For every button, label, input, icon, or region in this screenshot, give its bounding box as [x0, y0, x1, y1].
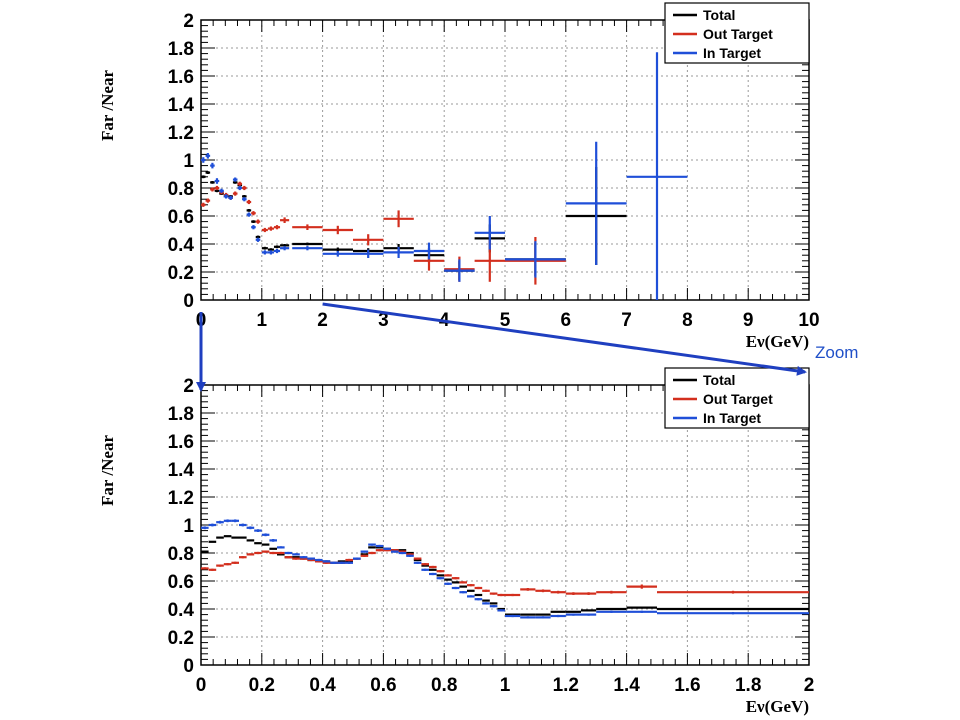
y-tick-label: 0.6	[168, 572, 194, 593]
zoom-label: Zoom	[815, 343, 858, 362]
x-tick-label: 8	[682, 310, 693, 331]
x-tick-label: 9	[743, 310, 754, 331]
legend-entry: Out Target	[703, 391, 773, 407]
x-tick-label: 0.4	[309, 675, 336, 696]
y-tick-label: 0.4	[168, 235, 195, 256]
x-tick-label: 1	[500, 675, 511, 696]
y-tick-label: 2	[183, 11, 194, 32]
y-tick-label: 0.6	[168, 207, 194, 228]
chart-zoomed: 0 0.2 0.4 0.6 0.8 1 1.2 1.4 1.6 1.8 2 0 0.2 0.4 0.6 0.8…	[98, 367, 815, 716]
plot-frame	[200, 384, 810, 666]
legend-entry: Out Target	[703, 26, 773, 42]
y-axis-title: Far /Near	[98, 70, 117, 141]
legend-entry: Total	[703, 372, 735, 388]
y-tick-label: 1.6	[168, 67, 194, 88]
y-tick-label: 1.8	[168, 39, 194, 60]
y-tick-label: 0	[183, 291, 194, 312]
y-tick-label: 0.2	[168, 263, 194, 284]
x-tick-label: 1.2	[553, 675, 579, 696]
x-tick-label: 0.6	[370, 675, 396, 696]
x-axis-title: Eν(GeV)	[746, 697, 809, 716]
legend: Total Out Target In Target	[664, 367, 810, 429]
x-tick-label: 6	[561, 310, 572, 331]
x-tick-label: 1.8	[735, 675, 761, 696]
y-tick-label: 1.2	[168, 123, 194, 144]
y-tick-label: 0.2	[168, 628, 194, 649]
zoom-annotation: Zoom	[196, 302, 858, 392]
x-tick-label: 3	[378, 310, 389, 331]
y-tick-label: 0.4	[168, 600, 195, 621]
y-tick-label: 0.8	[168, 179, 194, 200]
x-tick-label: 2	[804, 675, 815, 696]
legend: Total Out Target In Target	[664, 2, 810, 64]
y-tick-label: 1.4	[168, 460, 195, 481]
y-tick-label: 1	[183, 516, 194, 537]
legend-entry: In Target	[703, 45, 761, 61]
x-tick-label: 0.8	[431, 675, 457, 696]
y-tick-label: 0.8	[168, 544, 194, 565]
zoom-arrow-right	[322, 302, 807, 376]
x-tick-label: 0.2	[249, 675, 275, 696]
y-tick-label: 1.4	[168, 95, 195, 116]
x-tick-label: 1.4	[613, 675, 640, 696]
series-in-target	[201, 52, 688, 300]
x-tick-label: 7	[621, 310, 632, 331]
y-tick-label: 1.6	[168, 432, 194, 453]
y-tick-label: 1.8	[168, 404, 194, 425]
x-tick-label: 1	[257, 310, 268, 331]
legend-entry: In Target	[703, 410, 761, 426]
x-tick-label: 1.6	[674, 675, 700, 696]
y-axis-title: Far /Near	[98, 435, 117, 506]
x-tick-label: 10	[798, 310, 819, 331]
y-tick-label: 2	[183, 376, 194, 397]
x-axis-title: Eν(GeV)	[746, 332, 809, 351]
y-tick-label: 0	[183, 656, 194, 677]
y-tick-label: 1.2	[168, 488, 194, 509]
series-in-target	[201, 519, 809, 619]
chart-full-range: 01234567891000.20.40.60.811.21.41.61.82F…	[98, 2, 820, 351]
y-tick-label: 1	[183, 151, 194, 172]
x-tick-label: 0	[196, 675, 207, 696]
x-tick-label: 2	[317, 310, 328, 331]
legend-entry: Total	[703, 7, 735, 23]
x-tick-label: 5	[500, 310, 511, 331]
